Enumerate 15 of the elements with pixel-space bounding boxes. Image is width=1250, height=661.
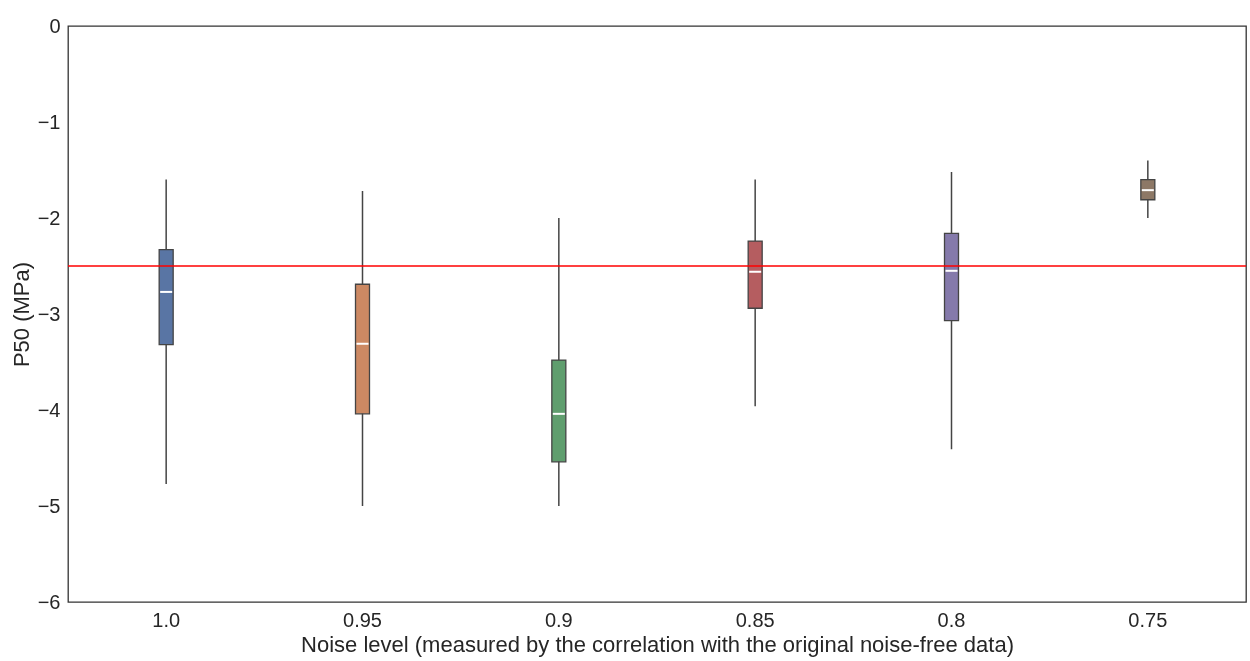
x-tick-label: 0.85 — [735, 608, 775, 631]
x-tick-label: 0.75 — [1128, 608, 1168, 631]
y-tick-label: −1 — [37, 110, 61, 133]
y-tick-label: −4 — [37, 398, 61, 421]
x-axis-title: Noise level (measured by the correlation with the original noise-free data) — [301, 631, 1014, 657]
x-tick-label: 0.8 — [937, 608, 966, 631]
y-tick-label: −6 — [37, 590, 61, 613]
x-tick-label: 0.95 — [343, 608, 382, 631]
y-tick-label: 0 — [49, 14, 61, 37]
x-tick-label: 1.0 — [152, 608, 181, 631]
y-tick-label: −2 — [37, 206, 61, 229]
y-tick-label: −5 — [37, 494, 61, 517]
y-tick-label: −3 — [37, 302, 61, 325]
y-axis-title: P50 (MPa) — [8, 261, 34, 368]
x-tick-label: 0.9 — [544, 608, 573, 631]
